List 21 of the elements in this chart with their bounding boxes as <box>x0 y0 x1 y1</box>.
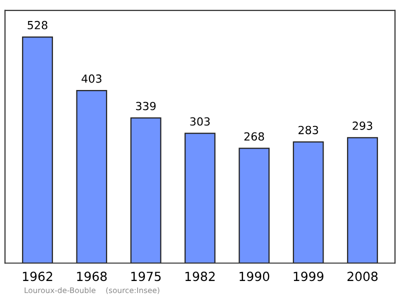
bar <box>347 137 378 264</box>
bar <box>130 117 162 264</box>
data-label: 339 <box>136 102 156 110</box>
bar <box>292 141 324 264</box>
bar <box>184 132 216 264</box>
data-label: 268 <box>244 132 264 141</box>
data-label: 283 <box>298 126 318 134</box>
x-tick-label: 1962 <box>22 272 52 282</box>
x-tick-label: 2008 <box>348 272 378 282</box>
x-tick-label: 1968 <box>77 272 107 282</box>
data-label: 528 <box>28 20 48 30</box>
x-tick-label: 1999 <box>294 272 324 282</box>
x-tick-label: 1975 <box>131 272 161 282</box>
data-label: 293 <box>352 122 372 130</box>
bar <box>22 36 53 264</box>
data-label: 403 <box>82 74 102 83</box>
bar <box>76 90 108 264</box>
data-label: 303 <box>190 117 210 126</box>
x-tick-label: 1982 <box>185 272 215 282</box>
x-tick-label: 1990 <box>240 272 270 282</box>
bar <box>238 148 270 264</box>
